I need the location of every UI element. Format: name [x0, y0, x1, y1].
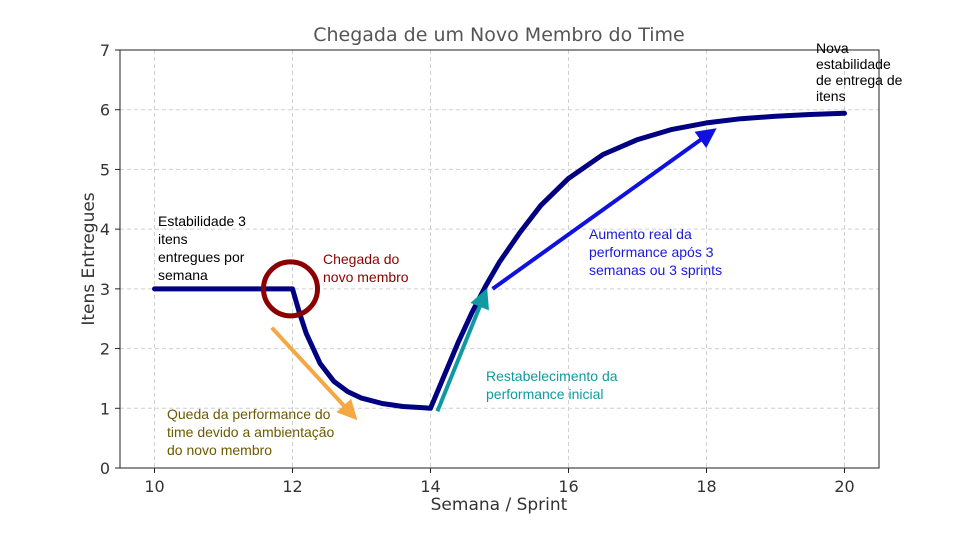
annotation-stability: Estabilidade 3 itens entregues por semana	[158, 213, 246, 283]
annotation-line: performance após 3	[589, 244, 714, 260]
annotation-line: Aumento real da	[589, 226, 692, 242]
arrow-layer	[270, 128, 717, 421]
x-tick-label: 18	[696, 477, 716, 496]
annotation-line: itens	[816, 88, 846, 104]
x-tick-label: 14	[420, 477, 440, 496]
annotation-line: novo membro	[323, 269, 409, 285]
arrival-circle-marker	[261, 259, 320, 319]
annotation-line: semanas ou 3 sprints	[589, 262, 722, 278]
y-tick-label: 7	[100, 41, 110, 60]
series-line	[152, 110, 847, 411]
annotation-new-stability: Nova estabilidade de entrega de itens	[816, 40, 903, 104]
annotation-line: Estabilidade 3	[158, 213, 246, 229]
annotation-recovery: Restabelecimento da performance inicial	[486, 368, 618, 402]
annotation-line: Queda da performance do	[167, 406, 331, 422]
y-tick-label: 6	[100, 101, 110, 120]
y-tick-label: 5	[100, 160, 110, 179]
annotation-line: entregues por	[158, 249, 245, 265]
y-tick-label: 0	[100, 459, 110, 478]
x-tick-label: 10	[144, 477, 164, 496]
drop-arrow	[270, 326, 358, 421]
annotation-line: do novo membro	[167, 442, 272, 458]
annotation-layer: Estabilidade 3 itens entregues por semana Ch…	[158, 40, 903, 458]
chart-title: Chegada de um Novo Membro do Time	[313, 24, 685, 46]
increase-arrow	[491, 128, 717, 291]
x-axis-title: Semana / Sprint	[431, 495, 568, 515]
x-tick-label: 16	[558, 477, 578, 496]
recovery-arrow	[435, 288, 489, 413]
x-tick-label: 12	[282, 477, 302, 496]
annotation-line: Nova	[816, 40, 849, 56]
y-tick-label: 3	[100, 280, 110, 299]
x-tick-label: 20	[834, 477, 854, 496]
annotation-arrival: Chegada do novo membro	[323, 251, 409, 285]
annotation-line: itens	[158, 231, 188, 247]
annotation-drop: Queda da performance do time devido a amb…	[167, 406, 335, 458]
y-axis-title: Itens Entregues	[79, 192, 99, 325]
annotation-line: estabilidade	[816, 56, 891, 72]
annotation-line: Restabelecimento da	[486, 368, 618, 384]
annotation-line: time devido a ambientação	[167, 424, 335, 440]
annotation-line: performance inicial	[486, 386, 604, 402]
y-tick-label: 1	[100, 399, 110, 418]
annotation-line: Chegada do	[323, 251, 400, 267]
y-tick-label: 2	[100, 340, 110, 359]
y-tick-label: 4	[100, 220, 110, 239]
annotation-line: semana	[158, 267, 208, 283]
series-layer	[152, 110, 847, 411]
plot-frame	[119, 49, 880, 469]
annotation-line: de entrega de	[816, 72, 903, 88]
annotation-increase: Aumento real da performance após 3 semanas…	[589, 226, 722, 278]
